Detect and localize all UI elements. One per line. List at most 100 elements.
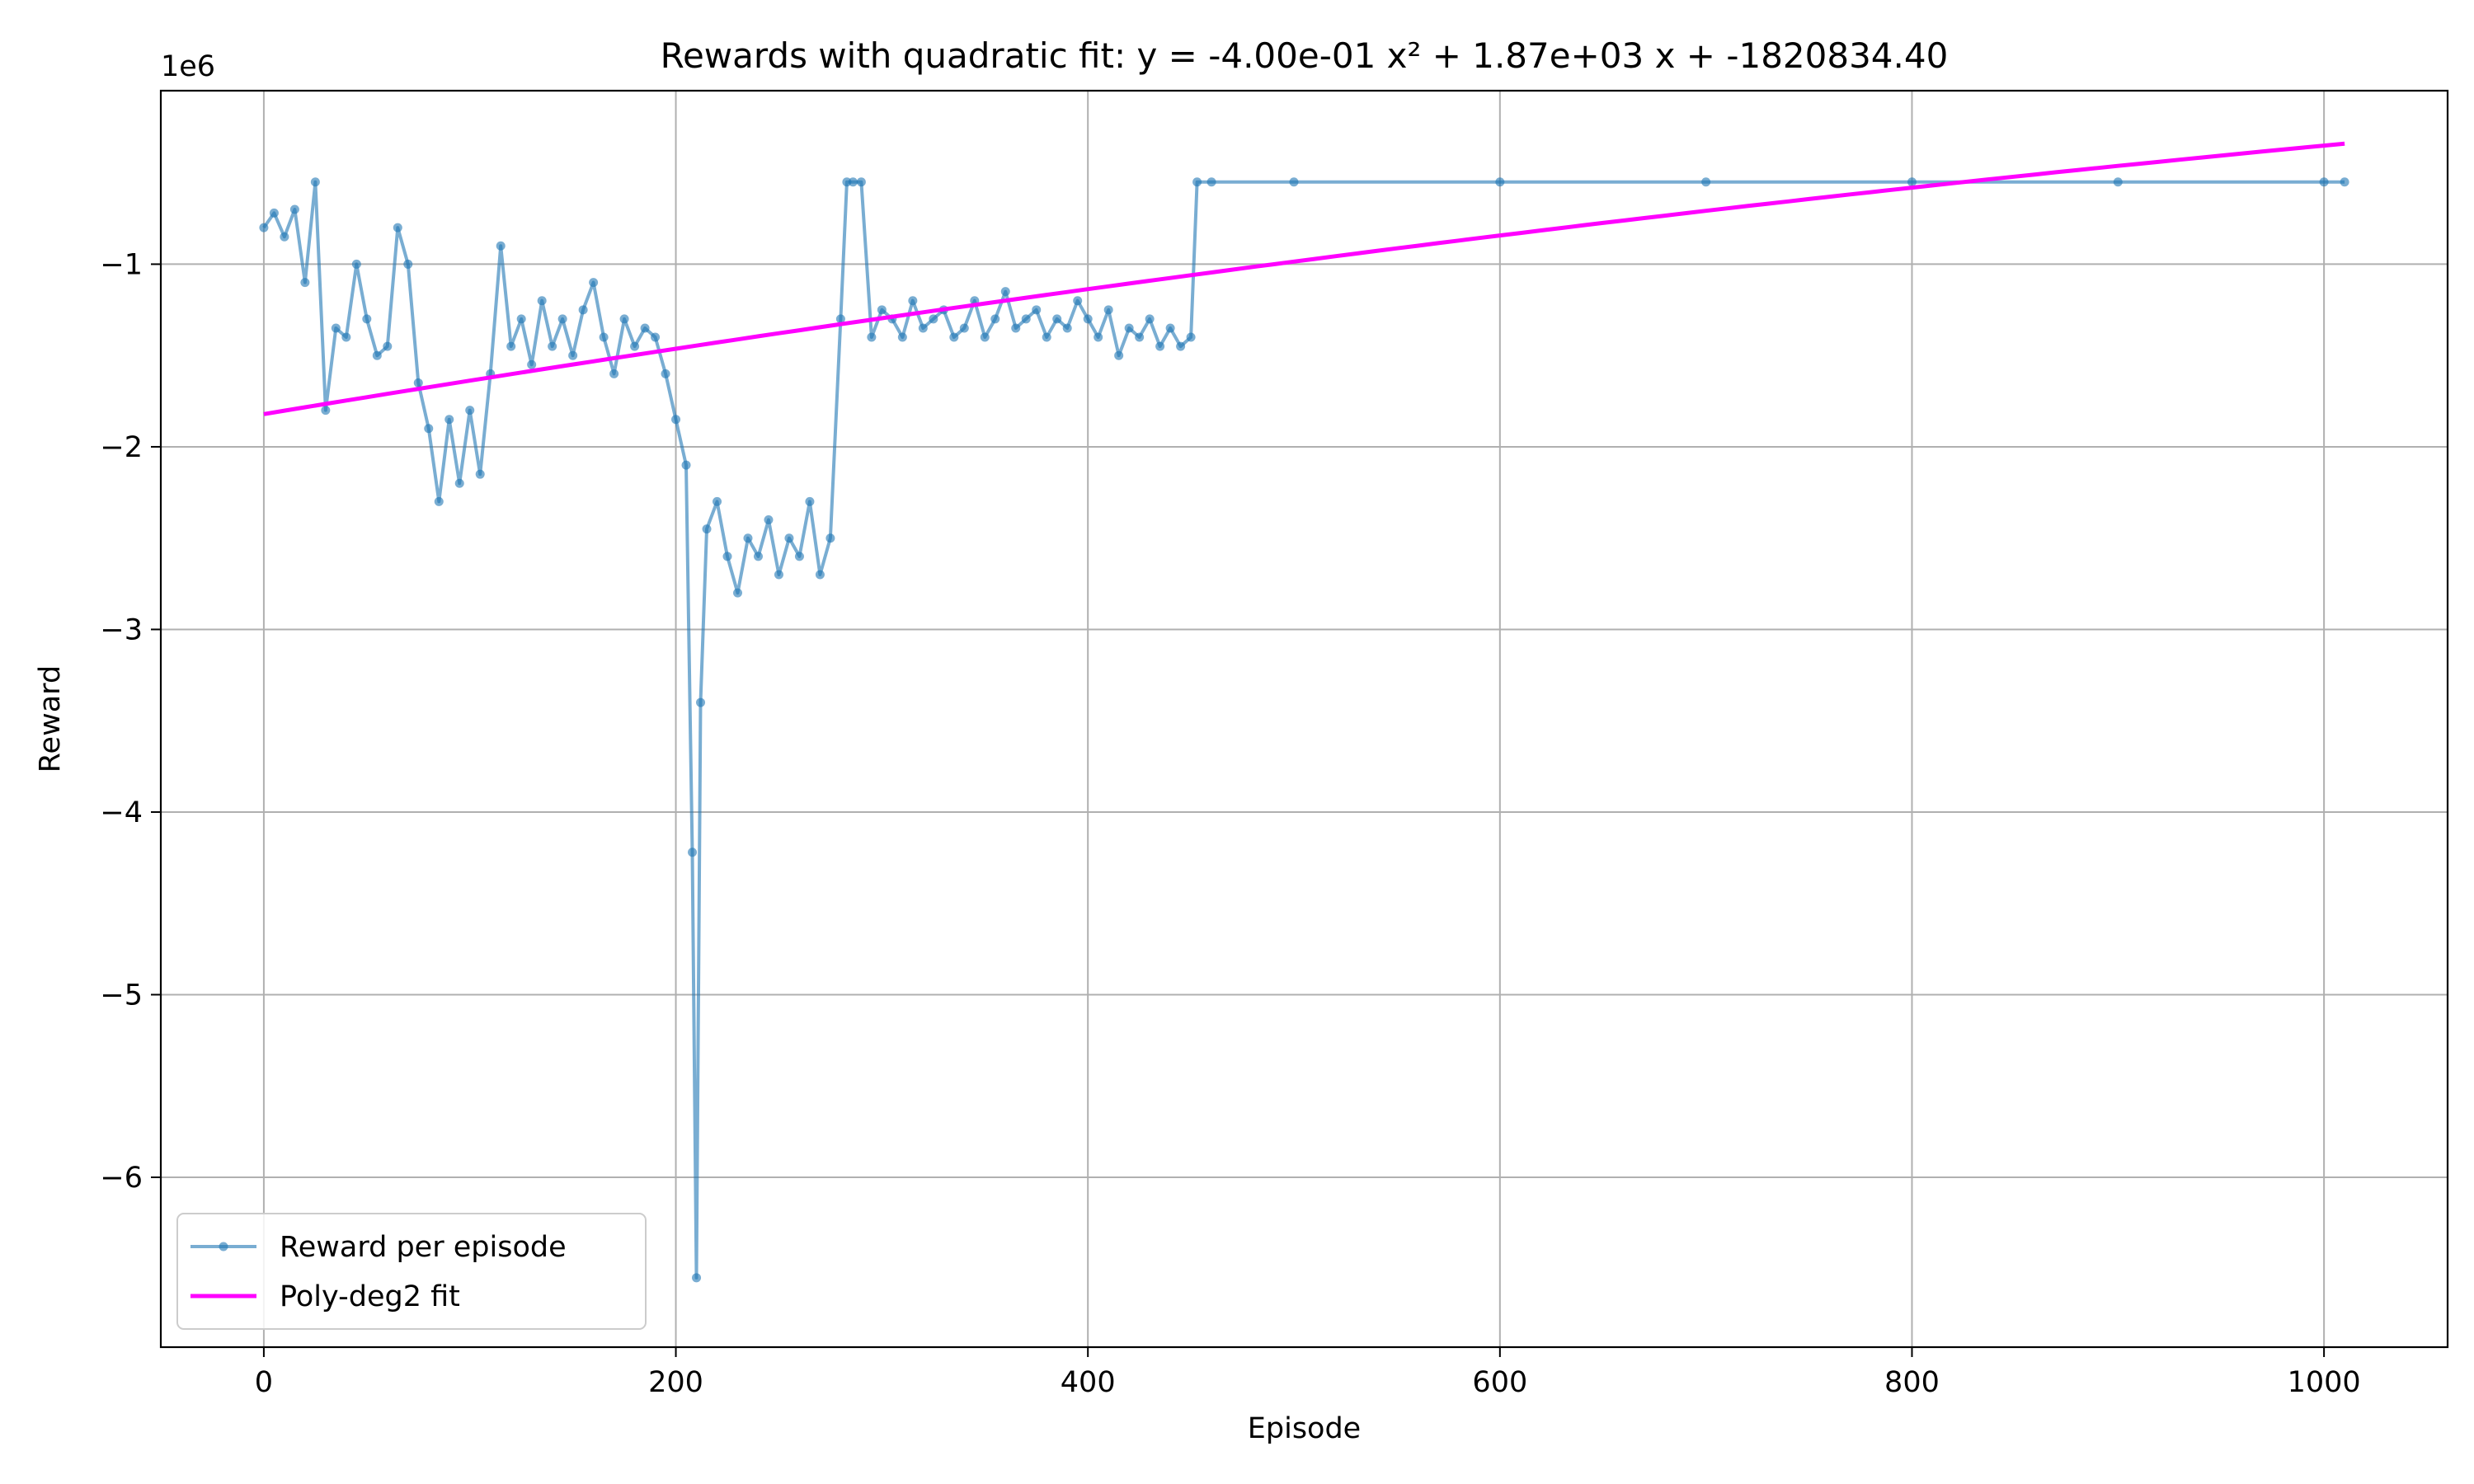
data-point [980, 332, 990, 342]
x-tick-label: 600 [1472, 1366, 1527, 1399]
axes-frame [159, 89, 2449, 1349]
data-point [383, 341, 393, 351]
data-point [444, 415, 454, 425]
data-point [877, 305, 887, 315]
chart-title: Rewards with quadratic fit: y = -4.00e-0… [661, 35, 1949, 76]
data-point [835, 314, 845, 324]
data-point [990, 314, 1000, 324]
legend-box [176, 1213, 647, 1330]
data-point [269, 208, 279, 218]
data-point [619, 314, 629, 324]
data-point [310, 177, 320, 187]
data-point [568, 350, 578, 360]
data-point [424, 424, 434, 434]
data-point [578, 305, 588, 315]
data-point [1114, 350, 1124, 360]
data-point [949, 332, 959, 342]
data-point [1042, 332, 1051, 342]
x-tick-label: 400 [1061, 1366, 1116, 1399]
data-point [696, 697, 706, 707]
data-point [527, 359, 537, 369]
data-point [1206, 177, 1216, 187]
x-tick-label: 200 [648, 1366, 703, 1399]
data-point [516, 314, 526, 324]
data-point [1094, 332, 1103, 342]
data-point [259, 223, 269, 232]
data-point [1052, 314, 1062, 324]
data-point [640, 323, 650, 333]
data-point [1165, 323, 1175, 333]
data-point [867, 332, 877, 342]
data-point [671, 415, 681, 425]
data-point [1032, 305, 1042, 315]
data-point [506, 341, 516, 351]
data-point [1176, 341, 1186, 351]
data-point [743, 533, 753, 543]
data-point [784, 533, 794, 543]
y-tick-label: −1 [100, 248, 143, 281]
data-point [393, 223, 402, 232]
y-tick-label: −2 [100, 431, 143, 464]
data-point [764, 515, 774, 525]
data-point [413, 378, 423, 387]
data-point [2113, 177, 2123, 187]
data-point [815, 570, 825, 580]
data-point [362, 314, 372, 324]
data-point [688, 848, 698, 857]
data-point [1011, 323, 1021, 333]
data-point [280, 232, 289, 242]
y-tick-label: −6 [100, 1162, 143, 1195]
data-point [403, 259, 413, 269]
data-point [959, 323, 969, 333]
data-point [1124, 323, 1134, 333]
data-point [918, 323, 928, 333]
y-axis-label: Reward [34, 665, 67, 773]
data-point [681, 460, 691, 470]
data-point [321, 406, 331, 416]
data-point [1135, 332, 1145, 342]
data-point [1289, 177, 1299, 187]
data-point [1103, 305, 1113, 315]
legend: Reward per episode Poly-deg2 fit [176, 1213, 647, 1330]
data-point [897, 332, 907, 342]
data-point [1192, 177, 1202, 187]
data-point [434, 496, 444, 506]
data-point [630, 341, 640, 351]
data-point [1495, 177, 1505, 187]
data-point [548, 341, 557, 351]
ticks: 0 200 400 600 800 1000 −6 −5 −4 −3 −2 −1 [100, 248, 2360, 1399]
data-point [289, 204, 299, 214]
data-point [1062, 323, 1072, 333]
data-point [331, 323, 341, 333]
x-tick-label: 800 [1884, 1366, 1940, 1399]
data-point [856, 177, 866, 187]
data-point [825, 533, 835, 543]
data-point [1073, 296, 1083, 306]
data-point [1701, 177, 1711, 187]
data-point [1907, 177, 1917, 187]
data-point [774, 570, 783, 580]
data-point [692, 1273, 702, 1283]
data-point [702, 524, 712, 534]
data-point [713, 496, 722, 506]
data-point [2340, 177, 2349, 187]
data-point [661, 369, 670, 378]
series-fit-line [263, 141, 2345, 416]
x-tick-label: 0 [255, 1366, 273, 1399]
data-point [609, 369, 619, 378]
y-offset-label: 1e6 [161, 50, 215, 83]
data-point [1083, 314, 1093, 324]
data-point [475, 469, 485, 479]
data-point [732, 588, 742, 598]
data-point [1145, 314, 1155, 324]
data-point [351, 259, 361, 269]
x-tick-label: 1000 [2288, 1366, 2361, 1399]
data-point [454, 478, 464, 488]
data-point [372, 350, 382, 360]
data-point [848, 177, 858, 187]
plot-area [259, 141, 2349, 1283]
y-tick-label: −4 [100, 796, 143, 829]
legend-marker-reward [219, 1242, 228, 1252]
y-tick-label: −3 [100, 613, 143, 646]
data-point [1021, 314, 1031, 324]
